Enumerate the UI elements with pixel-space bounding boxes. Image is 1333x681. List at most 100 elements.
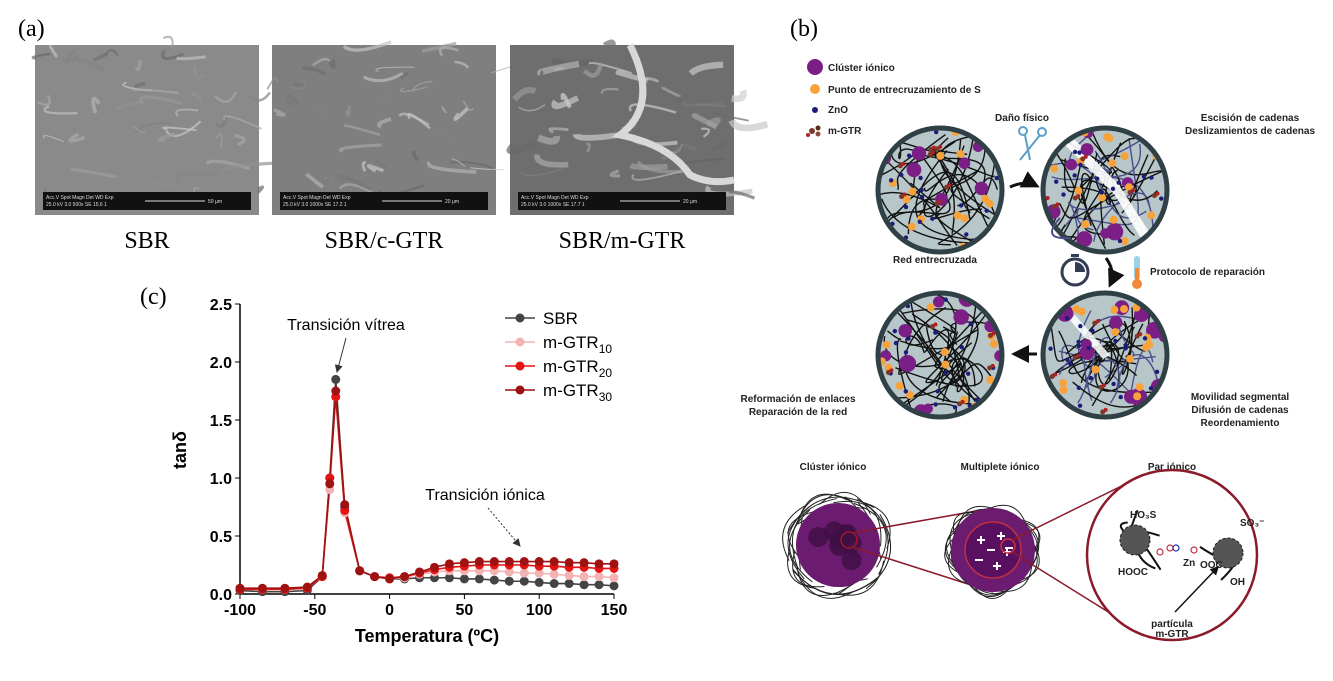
zno	[1064, 316, 1070, 321]
data-point	[609, 581, 619, 591]
network-circle	[875, 290, 1005, 420]
data-point	[415, 567, 425, 577]
sem-texture	[454, 60, 470, 69]
zno	[1141, 174, 1147, 179]
sem-texture	[302, 66, 327, 76]
crosslink	[1124, 183, 1133, 192]
zno	[1154, 369, 1160, 374]
y-tick-label: 0.5	[210, 529, 232, 546]
sem-info: Acc.V Spot Magn Det WD Exp	[46, 195, 114, 201]
data-point	[489, 557, 499, 567]
sem-texture	[223, 115, 263, 130]
crosslink	[1109, 215, 1118, 224]
zno	[878, 383, 882, 388]
annotation: Transición iónica	[425, 487, 545, 504]
sem-texture	[375, 160, 387, 168]
sem-texture	[551, 95, 580, 110]
chain	[887, 330, 911, 408]
sem-texture	[342, 40, 392, 52]
sem-texture	[145, 177, 182, 187]
sem-texture	[548, 127, 569, 134]
crosslink	[882, 340, 891, 349]
sem-texture	[214, 115, 228, 128]
zno	[933, 330, 938, 335]
x-tick-label: -100	[224, 602, 256, 619]
ionic-cluster	[879, 128, 891, 140]
scissors-icon	[1018, 126, 1047, 161]
zno	[1046, 243, 1051, 249]
crosslink	[1135, 383, 1144, 392]
sem-texture	[691, 112, 719, 130]
legend-name: SBR	[543, 309, 578, 328]
zno	[1078, 323, 1083, 329]
panel-label: (c)	[140, 284, 167, 310]
data-point	[257, 583, 267, 593]
sem-texture	[257, 185, 265, 194]
sem-texture	[273, 108, 286, 117]
sem-texture	[711, 141, 725, 152]
zno	[1090, 328, 1095, 333]
sem-texture	[696, 103, 727, 108]
sem-info: Acc.V Spot Magn Det WD Exp	[521, 195, 589, 201]
data-point	[235, 583, 245, 593]
sem-texture	[193, 65, 206, 80]
sem-texture	[399, 86, 428, 93]
sem-texture	[537, 60, 580, 77]
zno	[1048, 346, 1053, 351]
ionic-cluster	[982, 128, 999, 139]
sem-texture	[115, 100, 146, 112]
x-tick-label: 50	[456, 602, 474, 619]
crosslink	[1108, 159, 1117, 168]
zno	[1095, 176, 1100, 181]
ion	[1172, 544, 1180, 552]
crosslink	[1074, 186, 1083, 195]
legend-marker	[515, 385, 525, 395]
sem-info: 25.0 kV 3.0 1000x SE 17.7 1	[521, 202, 585, 208]
sem-texture	[451, 158, 466, 167]
panel-label: (b)	[790, 16, 818, 42]
data-point	[519, 557, 529, 567]
label: Multiplete iónico	[961, 462, 1040, 473]
network-content	[878, 128, 1002, 251]
zno	[943, 297, 948, 302]
crosslink	[956, 149, 965, 158]
sem-texture	[582, 62, 604, 78]
legend-name: m-GTR	[543, 357, 599, 376]
sem-background	[35, 45, 259, 215]
sem-texture	[688, 61, 724, 76]
sem-texture	[713, 112, 749, 122]
data-point	[302, 582, 312, 592]
sem-texture	[63, 58, 106, 73]
zno	[899, 172, 904, 178]
sem-texture	[674, 96, 683, 106]
crosslink	[940, 348, 949, 357]
sem-texture	[731, 89, 747, 103]
zno	[1118, 394, 1123, 400]
label: Reformación de enlaces	[740, 394, 855, 405]
m-gtr	[984, 298, 989, 303]
data-point	[519, 568, 529, 578]
chain	[792, 568, 877, 596]
zno	[1142, 336, 1148, 341]
zno	[903, 350, 909, 355]
sem-texture	[537, 134, 561, 145]
sem-texture	[175, 55, 206, 61]
zno	[1065, 357, 1070, 362]
x-tick-label: 0	[385, 602, 394, 619]
m-gtr	[938, 144, 943, 149]
sem-texture	[134, 59, 143, 72]
sem-texture	[470, 167, 504, 171]
chain	[896, 133, 946, 191]
chain	[893, 200, 951, 219]
sem-texture	[512, 86, 537, 102]
data-point	[504, 576, 514, 586]
data-point	[459, 574, 469, 584]
data-point	[429, 562, 439, 572]
zno	[919, 194, 925, 200]
zno	[1111, 381, 1116, 387]
m-gtr	[1000, 210, 1002, 215]
network-content	[1043, 128, 1167, 252]
chain	[865, 514, 892, 590]
zno	[1068, 362, 1073, 367]
